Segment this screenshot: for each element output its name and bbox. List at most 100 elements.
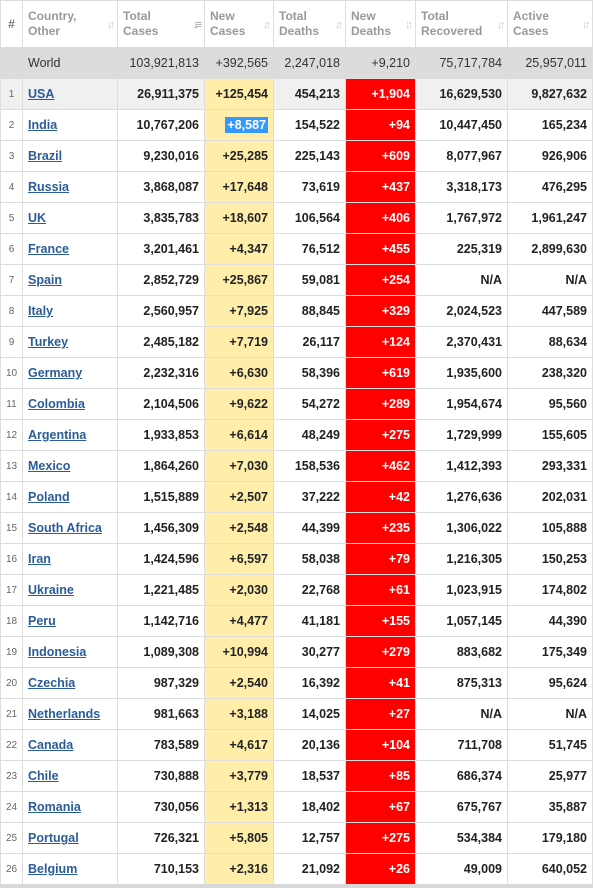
total-cases-cell: 2,232,316: [117, 357, 205, 389]
active-cases-cell: 25,957,011: [507, 47, 593, 79]
country-link[interactable]: Spain: [28, 273, 63, 287]
country-link[interactable]: France: [28, 242, 69, 256]
sort-icon[interactable]: ↓↑: [335, 19, 343, 31]
total-deaths-cell: 154,522: [273, 109, 346, 141]
country-link[interactable]: UK: [28, 211, 47, 225]
new-cases-cell: +7,030: [204, 450, 274, 482]
new-deaths-cell: +275: [345, 419, 416, 451]
total-cases-header[interactable]: Total Cases ↓≡: [117, 0, 205, 48]
country-link[interactable]: Netherlands: [28, 707, 101, 721]
table-row: 10 Germany 2,232,316 +6,630 58,396 +619 1,935,…: [0, 357, 593, 389]
active-cases-cell: N/A: [507, 698, 593, 730]
new-deaths-cell: +329: [345, 295, 416, 327]
new-deaths-cell: +289: [345, 388, 416, 420]
country-cell: World: [22, 47, 118, 79]
country-link[interactable]: Germany: [28, 366, 83, 380]
new-cases-cell: +9,622: [204, 388, 274, 420]
total-deaths-cell: 58,396: [273, 357, 346, 389]
country-link[interactable]: Colombia: [28, 397, 85, 411]
table-row: 6 France 3,201,461 +4,347 76,512 +455 225,319 2…: [0, 233, 593, 265]
total-deaths-cell: 88,845: [273, 295, 346, 327]
total-cases-cell: 783,589: [117, 729, 205, 761]
rank-cell: 23: [0, 760, 23, 792]
country-link[interactable]: USA: [28, 87, 55, 101]
total-recovered-cell: 1,023,915: [415, 574, 508, 606]
table-row: 1 USA 26,911,375 +125,454 454,213 +1,904 16,62…: [0, 78, 593, 110]
new-deaths-cell: +26: [345, 853, 416, 885]
total-recovered-cell: 1,057,145: [415, 605, 508, 637]
country-header[interactable]: Country, Other ↓↑: [22, 0, 118, 48]
country-cell: Italy: [22, 295, 118, 327]
total-deaths-header[interactable]: Total Deaths ↓↑: [273, 0, 346, 48]
country-link[interactable]: Peru: [28, 614, 56, 628]
country-cell: Belgium: [22, 853, 118, 885]
country-link[interactable]: Turkey: [28, 335, 69, 349]
active-cases-header[interactable]: Active Cases ↓↑: [507, 0, 593, 48]
country-link[interactable]: Czechia: [28, 676, 76, 690]
total-deaths-cell: 58,038: [273, 543, 346, 575]
total-deaths-cell: 12,757: [273, 822, 346, 854]
sort-desc-icon[interactable]: ↓≡: [193, 19, 202, 31]
table-row: 17 Ukraine 1,221,485 +2,030 22,768 +61 1,023,9…: [0, 574, 593, 606]
world-row: World 103,921,813 +392,565 2,247,018 +9,…: [0, 47, 593, 79]
new-cases-cell: +8,587: [204, 109, 274, 141]
new-cases-cell: +25,285: [204, 140, 274, 172]
total-recovered-header[interactable]: Total Recovered ↓↑: [415, 0, 508, 48]
table-row: 8 Italy 2,560,957 +7,925 88,845 +329 2,024,523…: [0, 295, 593, 327]
country-link[interactable]: Belgium: [28, 862, 78, 876]
rank-cell: 6: [0, 233, 23, 265]
country-link[interactable]: Iran: [28, 552, 51, 566]
country-link[interactable]: Canada: [28, 738, 74, 752]
rank-cell: 7: [0, 264, 23, 296]
sort-icon[interactable]: ↓↑: [582, 19, 590, 31]
new-deaths-cell: +1,904: [345, 78, 416, 110]
total-recovered-header-line1: Total: [421, 9, 449, 23]
country-link[interactable]: South Africa: [28, 521, 102, 535]
table-row: 13 Mexico 1,864,260 +7,030 158,536 +462 1,412,…: [0, 450, 593, 482]
total-deaths-cell: 54,272: [273, 388, 346, 420]
total-cases-cell: 726,321: [117, 822, 205, 854]
total-cases-cell: 2,852,729: [117, 264, 205, 296]
country-link[interactable]: Ukraine: [28, 583, 74, 597]
sort-icon[interactable]: ↓↑: [107, 19, 115, 31]
country-cell: Iran: [22, 543, 118, 575]
new-cases-header[interactable]: New Cases ↓↑: [204, 0, 274, 48]
country-cell: USA: [22, 78, 118, 110]
country-link[interactable]: India: [28, 118, 58, 132]
sort-icon[interactable]: ↓↑: [405, 19, 413, 31]
country-link[interactable]: Mexico: [28, 459, 71, 473]
total-deaths-cell: 158,536: [273, 450, 346, 482]
rank-cell: 9: [0, 326, 23, 358]
country-link[interactable]: Italy: [28, 304, 54, 318]
new-cases-cell: +4,477: [204, 605, 274, 637]
new-deaths-cell: +9,210: [345, 47, 416, 79]
country-link[interactable]: Brazil: [28, 149, 63, 163]
total-deaths-cell: 22,768: [273, 574, 346, 606]
active-cases-cell: 51,745: [507, 729, 593, 761]
sort-icon[interactable]: ↓↑: [497, 19, 505, 31]
total-recovered-header-line2: Recovered: [421, 24, 483, 38]
rank-cell: 15: [0, 512, 23, 544]
table-row: 24 Romania 730,056 +1,313 18,402 +67 675,767 35…: [0, 791, 593, 823]
total-cases-cell: 1,089,308: [117, 636, 205, 668]
country-cell: Canada: [22, 729, 118, 761]
country-link[interactable]: Chile: [28, 769, 59, 783]
country-cell: Mexico: [22, 450, 118, 482]
new-deaths-cell: +42: [345, 481, 416, 513]
table-bottom-edge: [0, 884, 593, 888]
country-link[interactable]: Romania: [28, 800, 81, 814]
country-link[interactable]: Argentina: [28, 428, 87, 442]
country-link[interactable]: Poland: [28, 490, 70, 504]
header-row: # Country, Other ↓↑ Total Cases ↓≡ New Case…: [0, 0, 593, 48]
sort-icon[interactable]: ↓↑: [263, 19, 271, 31]
country-cell: Romania: [22, 791, 118, 823]
country-cell: Russia: [22, 171, 118, 203]
country-link[interactable]: Portugal: [28, 831, 79, 845]
country-link[interactable]: Indonesia: [28, 645, 87, 659]
country-link[interactable]: Russia: [28, 180, 69, 194]
new-deaths-header[interactable]: New Deaths ↓↑: [345, 0, 416, 48]
table-row: 22 Canada 783,589 +4,617 20,136 +104 711,708 51…: [0, 729, 593, 761]
active-cases-cell: 476,295: [507, 171, 593, 203]
rank-cell: 5: [0, 202, 23, 234]
